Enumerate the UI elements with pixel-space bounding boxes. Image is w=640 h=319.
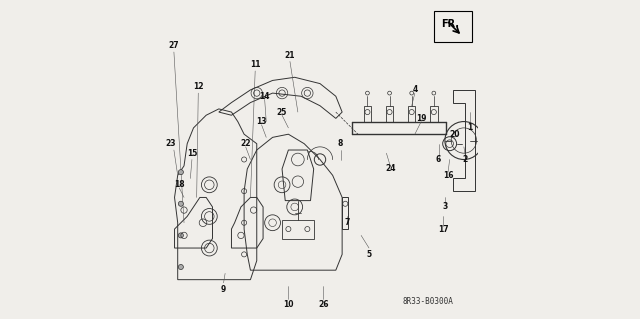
Text: 3: 3	[442, 203, 447, 211]
Text: 19: 19	[416, 114, 426, 123]
Text: 25: 25	[277, 108, 287, 116]
Text: 17: 17	[438, 225, 449, 234]
Bar	[408, 106, 415, 122]
Circle shape	[179, 264, 184, 270]
Text: 5: 5	[367, 250, 372, 259]
Bar	[364, 106, 371, 122]
Text: 12: 12	[193, 82, 204, 91]
Text: 1: 1	[468, 123, 473, 132]
Text: 21: 21	[285, 51, 295, 60]
Text: 6: 6	[436, 155, 441, 164]
Text: 8R33-B0300A: 8R33-B0300A	[402, 297, 453, 306]
Text: 9: 9	[221, 285, 226, 294]
Text: 27: 27	[168, 41, 179, 50]
Text: 10: 10	[283, 300, 294, 309]
Circle shape	[179, 201, 184, 206]
Text: 26: 26	[318, 300, 328, 309]
Text: 11: 11	[250, 60, 260, 69]
Text: 2: 2	[463, 155, 468, 164]
Bar	[342, 197, 348, 229]
Text: 13: 13	[256, 117, 267, 126]
Circle shape	[179, 233, 184, 238]
Bar	[282, 219, 314, 239]
Text: 18: 18	[174, 180, 184, 189]
Bar	[430, 106, 438, 122]
Text: 16: 16	[443, 171, 453, 180]
Text: 14: 14	[259, 92, 270, 101]
Text: 4: 4	[412, 85, 417, 94]
Text: 8: 8	[338, 139, 343, 148]
Text: 20: 20	[449, 130, 460, 139]
Text: 23: 23	[166, 139, 176, 148]
Circle shape	[179, 170, 184, 175]
Text: FR.: FR.	[441, 19, 459, 28]
Bar	[434, 11, 472, 42]
Bar	[386, 106, 394, 122]
Text: 24: 24	[385, 165, 396, 174]
Text: 7: 7	[344, 218, 349, 227]
Text: 22: 22	[241, 139, 251, 148]
Text: 15: 15	[187, 149, 197, 158]
